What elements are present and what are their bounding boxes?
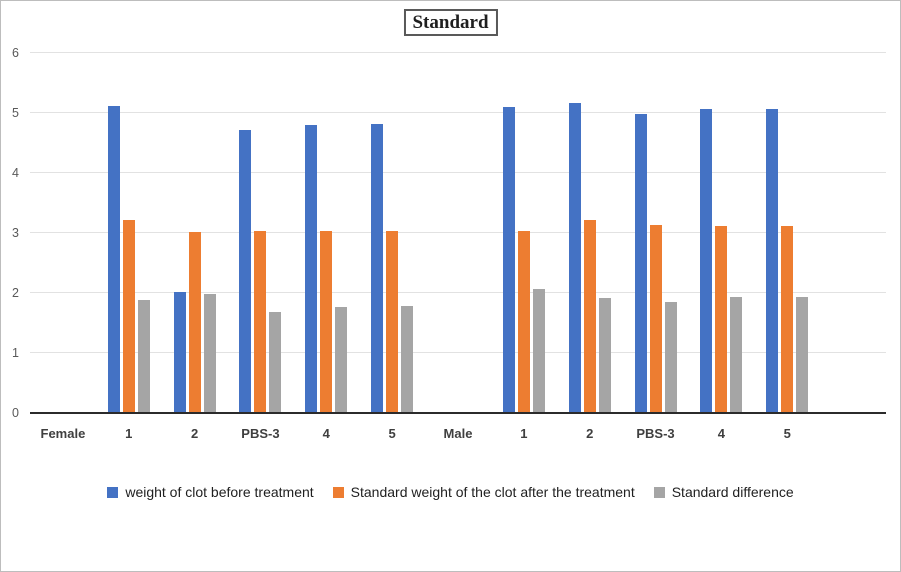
legend-swatch-icon xyxy=(332,486,344,498)
legend-item: Standard difference xyxy=(653,484,794,500)
y-axis-labels: 0 1 2 3 4 5 6 xyxy=(1,46,21,420)
bar-group-4 xyxy=(688,53,754,413)
x-category-label: 1 xyxy=(125,426,133,441)
x-axis-labels: Female 1 2 PBS-3 4 5 Male 1 2 PBS-3 4 5 xyxy=(30,425,886,442)
bar-series-2 xyxy=(664,302,677,413)
bar-series-1 xyxy=(781,226,794,413)
bar-group-pbs-3 xyxy=(623,53,689,413)
legend: weight of clot before treatment Standard … xyxy=(1,484,900,500)
bar-series-1 xyxy=(517,231,530,413)
legend-swatch-icon xyxy=(653,486,665,498)
bar-series-0 xyxy=(766,109,779,413)
bar-series-2 xyxy=(532,289,545,413)
bar-series-0 xyxy=(371,124,384,413)
legend-swatch-icon xyxy=(107,486,119,498)
y-tick-label: 1 xyxy=(12,346,19,360)
bar-series-2 xyxy=(269,312,282,413)
bar-group-pbs-3 xyxy=(228,53,294,413)
x-category-label: PBS-3 xyxy=(241,426,280,441)
bar-series-2 xyxy=(598,298,611,413)
y-tick-label: 5 xyxy=(12,106,19,120)
x-category-label: Male xyxy=(443,426,473,441)
y-tick-label: 6 xyxy=(12,46,19,60)
x-category-label: PBS-3 xyxy=(636,426,675,441)
gridline xyxy=(30,172,886,173)
y-tick-label: 3 xyxy=(12,226,19,240)
bar-series-1 xyxy=(122,220,135,413)
legend-label: weight of clot before treatment xyxy=(125,484,314,500)
bar-series-1 xyxy=(188,232,201,413)
bar-group-2 xyxy=(162,53,228,413)
bar-group-male xyxy=(425,53,491,413)
bar-series-0 xyxy=(502,107,515,413)
legend-item: Standard weight of the clot after the tr… xyxy=(332,484,635,500)
gridline xyxy=(30,292,886,293)
x-category-label: 5 xyxy=(783,426,791,441)
legend-item: weight of clot before treatment xyxy=(107,484,314,500)
bar-group-2 xyxy=(557,53,623,413)
x-category-label: 4 xyxy=(322,426,330,441)
bar-series-2 xyxy=(203,294,216,413)
x-category-label: 2 xyxy=(190,426,199,441)
gridline xyxy=(30,232,886,233)
x-category-label: 5 xyxy=(388,426,396,441)
bar-series-2 xyxy=(137,300,150,413)
bar-series-0 xyxy=(173,292,186,413)
chart-title: Standard xyxy=(403,9,498,36)
bar-series-0 xyxy=(107,106,120,413)
x-category-label: 1 xyxy=(520,426,528,441)
bars-container xyxy=(30,53,886,413)
bar-group-4 xyxy=(293,53,359,413)
bar-series-1 xyxy=(715,226,728,413)
bar-series-2 xyxy=(730,297,743,413)
bar-series-2 xyxy=(335,307,348,413)
legend-label: Standard difference xyxy=(671,484,794,500)
bar-series-1 xyxy=(386,231,399,413)
y-tick-label: 0 xyxy=(12,406,19,420)
gridline xyxy=(30,52,886,53)
bar-series-0 xyxy=(305,125,318,413)
bar-group-female xyxy=(30,53,96,413)
bar-series-0 xyxy=(634,114,647,413)
bar-series-0 xyxy=(568,103,581,413)
legend-label: Standard weight of the clot after the tr… xyxy=(350,484,635,500)
y-tick-label: 4 xyxy=(12,166,19,180)
bar-series-0 xyxy=(239,130,252,413)
bar-series-0 xyxy=(700,109,713,413)
bar-series-2 xyxy=(401,306,414,413)
plot-area xyxy=(30,52,886,414)
gridline xyxy=(30,352,886,353)
bar-series-1 xyxy=(320,231,333,413)
bar-series-2 xyxy=(796,297,809,413)
x-category-label: Female xyxy=(40,426,86,441)
bar-series-1 xyxy=(649,225,662,413)
bar-group-5 xyxy=(359,53,425,413)
bar-group-5 xyxy=(754,53,820,413)
gridline xyxy=(30,112,886,113)
y-tick-label: 2 xyxy=(12,286,19,300)
x-axis-line xyxy=(30,412,886,414)
x-category-label: 4 xyxy=(717,426,725,441)
bar-series-1 xyxy=(583,220,596,413)
bar-group-1 xyxy=(491,53,557,413)
bar-group-1 xyxy=(96,53,162,413)
bar-series-1 xyxy=(254,231,267,413)
x-category-label: 2 xyxy=(586,426,594,441)
